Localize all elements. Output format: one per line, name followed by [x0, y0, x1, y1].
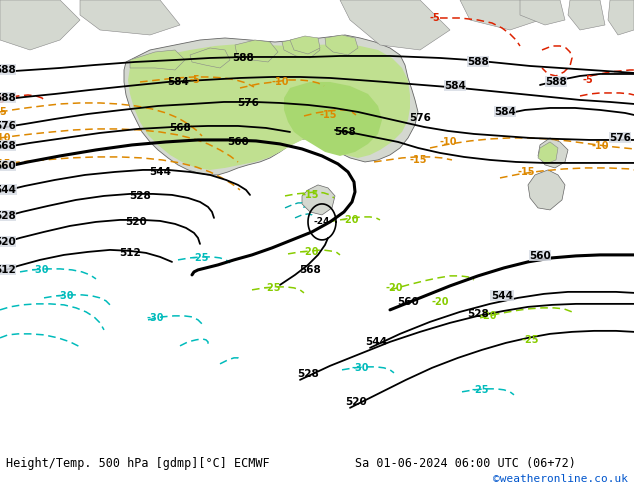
Text: 576: 576 [409, 113, 431, 123]
Text: 544: 544 [149, 167, 171, 177]
Text: Sa 01-06-2024 06:00 UTC (06+72): Sa 01-06-2024 06:00 UTC (06+72) [355, 457, 576, 470]
Text: 544: 544 [491, 291, 513, 301]
Text: -25: -25 [263, 283, 281, 293]
Text: 584: 584 [494, 107, 516, 117]
Text: 576: 576 [609, 133, 631, 143]
Text: -25: -25 [471, 385, 489, 395]
Polygon shape [130, 50, 185, 70]
Text: 568: 568 [0, 141, 16, 151]
Polygon shape [128, 44, 410, 170]
Text: 576: 576 [0, 121, 16, 131]
Polygon shape [568, 0, 605, 30]
Text: 588: 588 [0, 65, 16, 75]
Polygon shape [340, 0, 450, 50]
Polygon shape [528, 170, 565, 210]
Text: -10: -10 [271, 77, 288, 87]
Polygon shape [190, 48, 230, 68]
Polygon shape [460, 0, 540, 30]
Text: -20: -20 [341, 215, 359, 225]
Text: -5: -5 [430, 13, 441, 23]
Text: 568: 568 [299, 265, 321, 275]
Polygon shape [520, 0, 565, 25]
Polygon shape [538, 138, 568, 168]
Polygon shape [538, 142, 558, 164]
Polygon shape [0, 0, 80, 50]
Text: -5: -5 [0, 95, 5, 105]
Text: -24: -24 [314, 218, 330, 226]
Text: -30: -30 [351, 363, 369, 373]
Polygon shape [290, 36, 320, 54]
Polygon shape [235, 40, 278, 62]
Text: 576: 576 [237, 98, 259, 108]
Text: 588: 588 [0, 93, 16, 103]
Text: -30: -30 [31, 265, 49, 275]
Polygon shape [302, 185, 335, 215]
Text: 560: 560 [397, 297, 419, 307]
Polygon shape [284, 82, 382, 156]
Text: 588: 588 [232, 53, 254, 63]
Text: 588: 588 [467, 57, 489, 67]
Text: -15: -15 [320, 110, 337, 120]
Text: 544: 544 [0, 185, 16, 195]
Text: -25: -25 [191, 253, 209, 263]
Text: 568: 568 [169, 123, 191, 133]
Text: 520: 520 [0, 237, 16, 247]
Text: 560: 560 [0, 161, 16, 171]
Text: -25: -25 [521, 335, 539, 345]
Polygon shape [325, 35, 358, 55]
Text: 544: 544 [365, 337, 387, 347]
Text: ©weatheronline.co.uk: ©weatheronline.co.uk [493, 474, 628, 484]
Text: -15: -15 [517, 167, 534, 177]
Text: -20: -20 [479, 311, 497, 321]
Text: -5: -5 [190, 75, 200, 85]
Text: 528: 528 [467, 309, 489, 319]
Text: 528: 528 [0, 211, 16, 221]
Text: 512: 512 [119, 248, 141, 258]
Text: 520: 520 [345, 397, 367, 407]
Text: -20: -20 [301, 247, 319, 257]
Text: Height/Temp. 500 hPa [gdmp][°C] ECMWF: Height/Temp. 500 hPa [gdmp][°C] ECMWF [6, 457, 270, 470]
Text: 560: 560 [529, 251, 551, 261]
Text: -10: -10 [439, 137, 456, 147]
Text: 520: 520 [125, 217, 147, 227]
Text: 528: 528 [129, 191, 151, 201]
Text: 528: 528 [297, 369, 319, 379]
Text: 512: 512 [0, 265, 16, 275]
Polygon shape [80, 0, 180, 35]
Text: -10: -10 [0, 133, 11, 143]
Text: 560: 560 [227, 137, 249, 147]
Text: -5: -5 [0, 107, 8, 117]
Text: 568: 568 [334, 127, 356, 137]
Text: -20: -20 [385, 283, 403, 293]
Polygon shape [124, 35, 418, 175]
Text: -15: -15 [301, 190, 319, 200]
Text: 588: 588 [545, 77, 567, 87]
Text: 584: 584 [167, 77, 189, 87]
Text: -5: -5 [583, 75, 593, 85]
Text: -20: -20 [431, 297, 449, 307]
Text: -30: -30 [146, 313, 164, 323]
Text: -10: -10 [592, 141, 609, 151]
Text: -15: -15 [0, 159, 11, 169]
Text: -15: -15 [410, 155, 427, 165]
Text: -30: -30 [56, 291, 74, 301]
Polygon shape [282, 38, 320, 58]
Polygon shape [608, 0, 634, 35]
Text: 584: 584 [444, 81, 466, 91]
